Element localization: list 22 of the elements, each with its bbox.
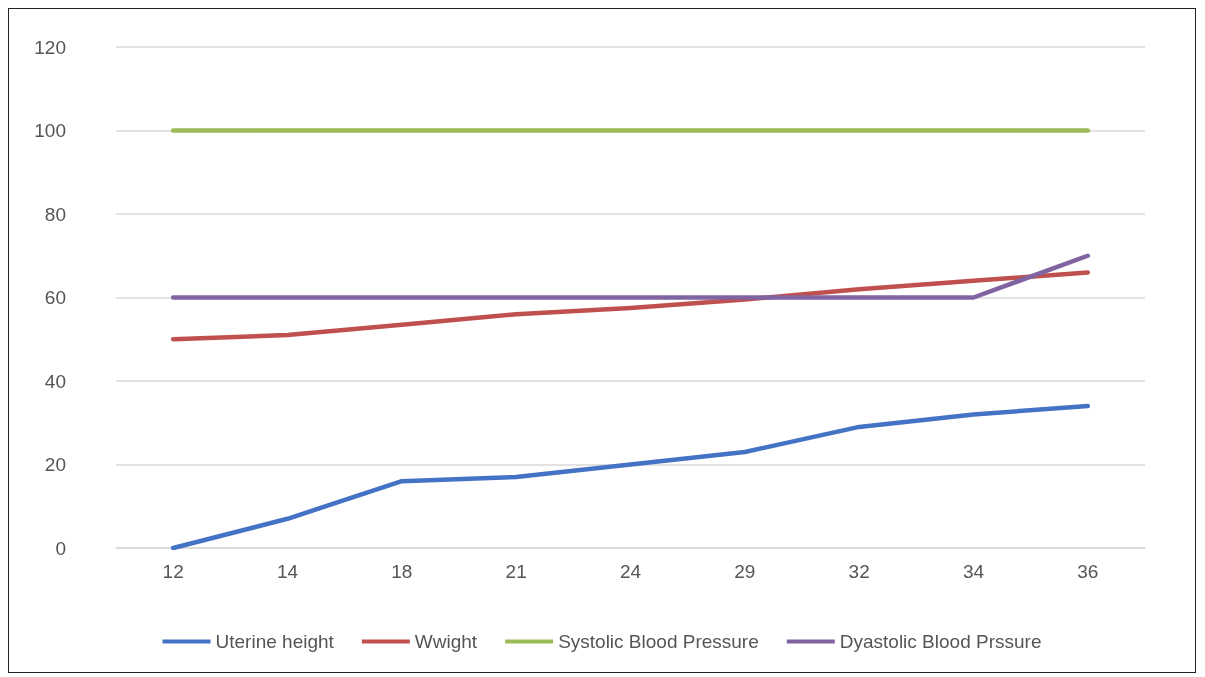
x-tick-label: 18 xyxy=(391,561,413,582)
y-tick-label: 20 xyxy=(44,454,66,475)
x-tick-label: 21 xyxy=(505,561,527,582)
legend-label: Wwight xyxy=(414,631,478,652)
legend-label: Uterine height xyxy=(215,631,335,652)
line-series xyxy=(170,270,1091,342)
x-tick-label: 36 xyxy=(1077,561,1099,582)
y-tick-label: 80 xyxy=(44,203,66,225)
legend-label: Dyastolic Blood Prssure xyxy=(839,631,1042,652)
y-tick-label: 60 xyxy=(44,287,66,308)
x-tick-label: 24 xyxy=(619,561,642,582)
y-tick-label: 100 xyxy=(34,120,66,141)
x-tick-label: 29 xyxy=(734,561,756,582)
x-tick-label: 32 xyxy=(848,561,870,582)
x-tick-label: 14 xyxy=(276,561,299,582)
y-tick-label: 0 xyxy=(55,537,66,559)
y-tick-label: 40 xyxy=(44,370,66,392)
legend-label: Systolic Blood Pressure xyxy=(558,631,759,652)
x-tick-label: 12 xyxy=(162,561,184,582)
y-tick-label: 120 xyxy=(34,36,66,58)
line-series xyxy=(170,403,1091,551)
x-tick-label: 34 xyxy=(962,561,985,582)
